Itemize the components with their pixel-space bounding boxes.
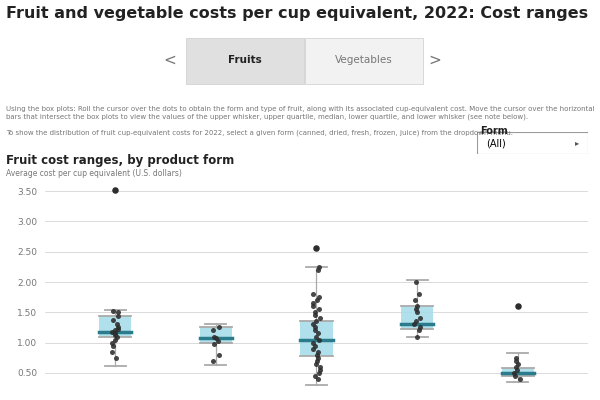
Point	[315, 364, 325, 370]
Text: Using the box plots: Roll the cursor over the dots to obtain the form and type o: Using the box plots: Roll the cursor ove…	[6, 106, 595, 120]
Point	[513, 303, 523, 310]
Point	[415, 315, 425, 322]
Bar	[186, 38, 304, 84]
Point	[214, 324, 224, 331]
Point	[314, 306, 324, 312]
Point	[113, 313, 123, 319]
Point	[213, 338, 223, 344]
Point	[415, 291, 424, 297]
Point	[411, 279, 421, 285]
Point	[314, 336, 324, 343]
Text: Form: Form	[480, 126, 508, 136]
Bar	[200, 327, 232, 342]
Point	[308, 346, 318, 352]
Point	[208, 358, 217, 364]
Point	[310, 373, 319, 379]
Point	[313, 348, 323, 355]
Point	[511, 358, 521, 364]
Point	[110, 336, 120, 343]
Point	[511, 364, 521, 370]
Point	[412, 333, 422, 340]
Point	[413, 303, 422, 310]
Point	[310, 312, 319, 318]
Point	[310, 327, 320, 334]
Point	[312, 245, 322, 251]
Point	[308, 321, 318, 328]
Point	[110, 332, 119, 338]
Point	[208, 327, 217, 334]
Point	[112, 354, 121, 361]
Point	[110, 187, 120, 193]
Point	[511, 354, 521, 361]
Bar	[401, 306, 433, 329]
Point	[113, 324, 122, 331]
Text: Average cost per cup equivalent (U.S. dollars): Average cost per cup equivalent (U.S. do…	[6, 169, 182, 178]
Bar	[99, 316, 131, 337]
Point	[314, 376, 323, 382]
Text: >: >	[428, 52, 442, 68]
Point	[313, 358, 322, 364]
Point	[308, 303, 318, 310]
Point	[313, 297, 322, 303]
Point	[113, 326, 123, 332]
Text: ▸: ▸	[575, 138, 579, 148]
Point	[314, 294, 324, 300]
Text: (All): (All)	[486, 138, 506, 148]
Point	[411, 306, 421, 312]
Point	[515, 376, 525, 382]
Point	[107, 339, 117, 346]
Point	[209, 333, 219, 340]
FancyBboxPatch shape	[477, 132, 588, 154]
Point	[313, 352, 322, 358]
Point	[314, 264, 323, 270]
Point	[211, 334, 221, 341]
Point	[315, 315, 325, 322]
Point	[113, 309, 123, 316]
Point	[414, 327, 424, 334]
Point	[412, 309, 422, 316]
Bar	[301, 321, 332, 356]
Point	[512, 367, 521, 373]
Point	[107, 328, 117, 335]
Point	[209, 340, 218, 347]
Point	[315, 367, 325, 373]
Point	[112, 333, 122, 340]
Point	[409, 321, 418, 328]
Point	[410, 297, 420, 303]
Point	[511, 373, 520, 379]
Point	[513, 360, 523, 367]
Point	[112, 321, 122, 328]
Point	[415, 324, 424, 331]
Text: To show the distribution of fruit cup-equivalent costs for 2022, select a given : To show the distribution of fruit cup-eq…	[6, 130, 513, 136]
Point	[311, 318, 320, 324]
Point	[411, 318, 421, 324]
Point	[314, 370, 323, 376]
Point	[311, 360, 321, 367]
Bar	[502, 368, 534, 376]
Point	[108, 308, 118, 314]
Point	[107, 348, 117, 355]
Point	[308, 300, 318, 306]
Text: Vegetables: Vegetables	[335, 55, 393, 65]
Point	[311, 333, 320, 340]
Point	[314, 354, 323, 361]
Point	[109, 342, 118, 349]
Point	[308, 339, 318, 346]
Text: <: <	[164, 52, 176, 68]
Point	[308, 291, 318, 297]
Point	[110, 330, 120, 337]
Point	[311, 324, 320, 331]
Text: Fruits: Fruits	[228, 55, 262, 65]
Point	[310, 309, 320, 316]
Text: Fruit cost ranges, by product form: Fruit cost ranges, by product form	[6, 154, 234, 167]
Point	[108, 316, 118, 323]
Point	[313, 267, 323, 273]
Point	[110, 327, 120, 334]
Point	[313, 330, 323, 337]
Point	[509, 370, 519, 376]
Text: Fruit and vegetable costs per cup equivalent, 2022: Cost ranges: Fruit and vegetable costs per cup equiva…	[6, 6, 588, 21]
Bar	[305, 38, 423, 84]
Point	[310, 342, 320, 349]
Point	[214, 352, 224, 358]
